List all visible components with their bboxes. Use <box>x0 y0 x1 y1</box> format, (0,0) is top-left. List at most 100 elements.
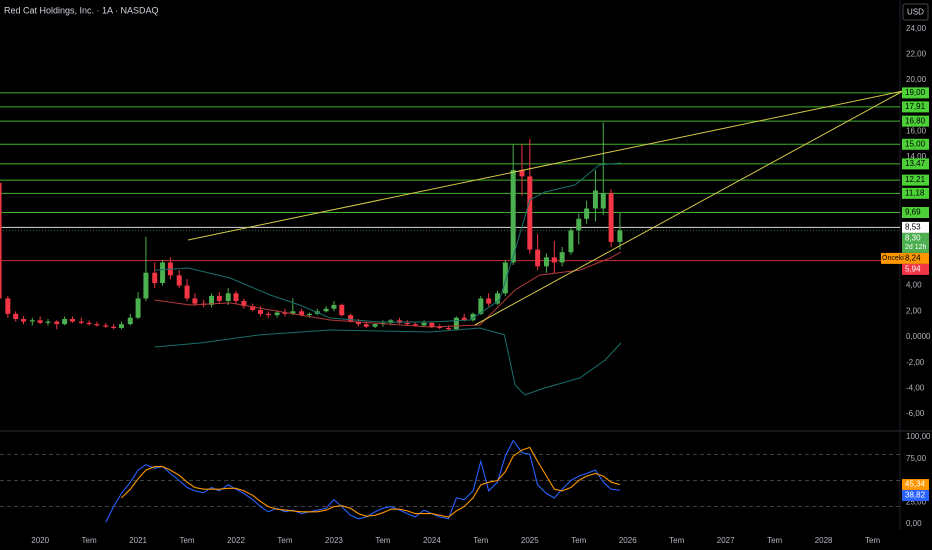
candle-body <box>372 324 378 327</box>
x-tick-label: Tem <box>865 536 880 545</box>
x-tick-label: Tem <box>473 536 488 545</box>
candle-body <box>241 301 247 307</box>
candle-body <box>209 295 215 305</box>
candle-body <box>192 298 198 304</box>
candle-body <box>617 230 623 242</box>
candle-body <box>527 176 533 250</box>
candle-body <box>135 298 141 318</box>
candle-body <box>535 249 541 267</box>
band-line <box>154 162 621 323</box>
candle-body <box>592 190 598 209</box>
x-tick-label: 2020 <box>31 536 49 545</box>
candle-body <box>282 312 288 314</box>
y-tick-label: 14,00 <box>906 152 927 161</box>
candle-body <box>446 327 452 330</box>
level-label: 8,24 <box>905 254 921 263</box>
rsi-tick-label: 25,00 <box>906 497 927 506</box>
candle-body <box>323 308 329 312</box>
candle-body <box>584 208 590 219</box>
rsi-tick-label: 0,00 <box>906 519 922 528</box>
rsi-last-bg <box>902 479 929 491</box>
candle-body <box>502 262 508 294</box>
currency-button[interactable] <box>902 3 929 21</box>
level-label: 16,80 <box>905 116 926 125</box>
level-label-bg <box>902 252 929 264</box>
x-tick-label: 2026 <box>619 536 637 545</box>
chart-title: Red Cat Holdings, Inc. · 1A · NASDAQ <box>4 5 159 15</box>
level-label-bg <box>902 232 929 253</box>
candle-body <box>118 324 124 328</box>
candle-body <box>299 311 305 316</box>
level-label: 17,91 <box>905 102 926 111</box>
candle-body <box>421 322 427 326</box>
x-tick-label: Tem <box>82 536 97 545</box>
y-tick-label: -6,00 <box>906 409 925 418</box>
y-tick-label: 24,00 <box>906 24 927 33</box>
level-label-bg <box>902 187 929 199</box>
candle-body <box>152 272 158 284</box>
candle-body <box>470 313 476 321</box>
candle-body <box>568 230 574 253</box>
level-tag-bg <box>881 252 902 264</box>
candle-body <box>5 298 11 314</box>
rsi-last-label: 45,34 <box>905 480 926 489</box>
candle-body <box>29 320 35 322</box>
candle-body <box>21 318 27 322</box>
candle-body <box>62 318 68 325</box>
y-tick-label: 16,00 <box>906 127 927 136</box>
y-tick-label: -2,00 <box>906 358 925 367</box>
candle-body <box>274 312 280 316</box>
level-label: 12,21 <box>905 175 926 184</box>
candle-body <box>184 285 190 299</box>
candle-body <box>600 193 606 209</box>
candle-body <box>0 182 2 299</box>
band-line <box>154 251 622 328</box>
candle-body <box>127 317 133 325</box>
candle-body <box>86 322 92 325</box>
level-label: 11,18 <box>905 188 925 197</box>
level-label-bg <box>902 115 929 127</box>
x-tick-label: Tem <box>767 536 782 545</box>
level-label-bg <box>902 263 929 275</box>
level-label: 5,94 <box>905 265 921 274</box>
candle-body <box>143 272 149 299</box>
rsi-tick-label: 75,00 <box>906 454 927 463</box>
candle-body <box>461 317 467 321</box>
level-label-bg <box>902 138 929 150</box>
level-label: 8,30 <box>905 234 921 243</box>
level-tag: Önceki <box>882 254 904 262</box>
rsi-last-label: 38,82 <box>905 491 926 500</box>
candle-body <box>559 252 565 263</box>
x-tick-label: Tem <box>277 536 292 545</box>
x-tick-label: 2023 <box>325 536 343 545</box>
candle-body <box>306 313 312 316</box>
level-label-bg <box>902 174 929 186</box>
rsi-line <box>121 446 621 518</box>
x-tick-label: 2025 <box>521 536 539 545</box>
candle-body <box>78 321 84 323</box>
candle-body <box>54 321 60 325</box>
candle-body <box>551 257 557 263</box>
y-tick-label: -4,00 <box>906 383 925 392</box>
y-tick-label: 4,00 <box>906 281 922 290</box>
candle-body <box>478 298 484 314</box>
candle-body <box>176 275 182 286</box>
x-tick-label: 2024 <box>423 536 441 545</box>
candle-body <box>331 304 337 309</box>
candle-body <box>355 321 361 325</box>
candle-body <box>103 325 109 327</box>
candle-body <box>111 326 117 328</box>
currency-label[interactable]: USD <box>907 8 924 17</box>
x-tick-label: 2022 <box>227 536 245 545</box>
x-tick-label: Tem <box>669 536 684 545</box>
level-label-bg <box>902 158 929 170</box>
y-tick-label: 22,00 <box>906 49 927 58</box>
candle-body <box>225 293 231 302</box>
candle-body <box>363 324 369 327</box>
candle-body <box>412 324 418 326</box>
x-tick-label: 2028 <box>815 536 833 545</box>
level-label: 19,00 <box>905 88 926 97</box>
x-tick-label: 2021 <box>129 536 147 545</box>
x-tick-label: 2027 <box>717 536 735 545</box>
